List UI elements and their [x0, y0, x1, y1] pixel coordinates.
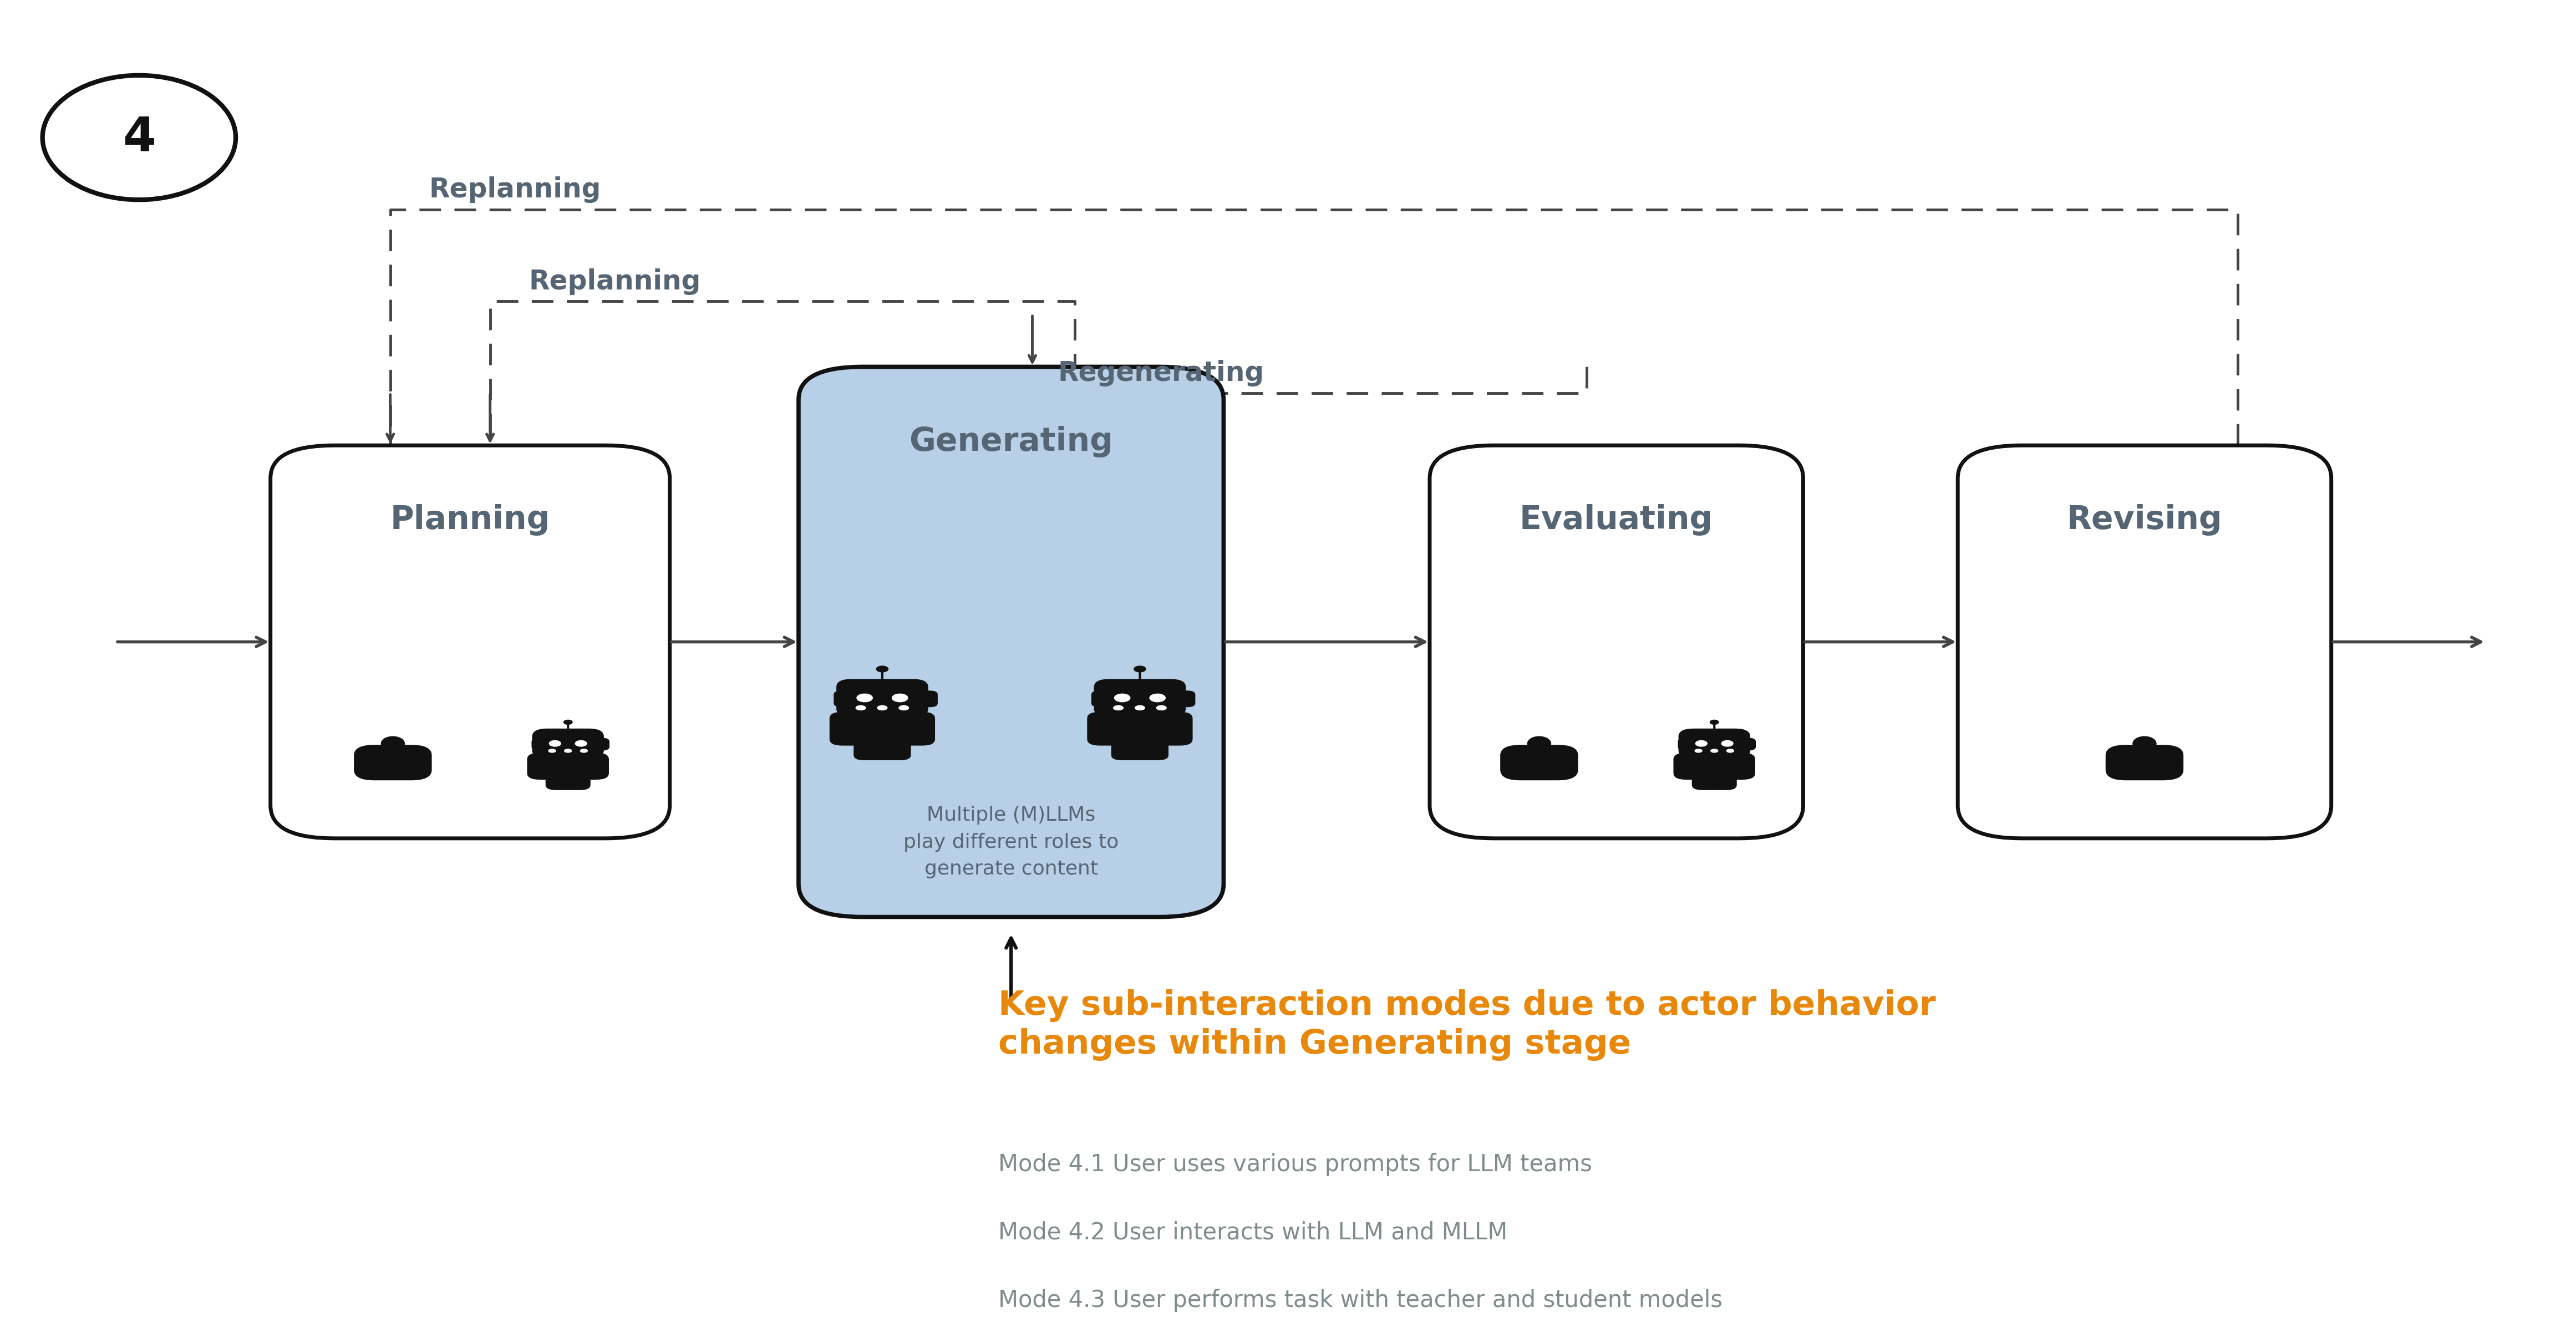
- Ellipse shape: [876, 666, 889, 672]
- Ellipse shape: [381, 736, 404, 751]
- FancyBboxPatch shape: [1958, 445, 2331, 839]
- Text: Planning: Planning: [389, 504, 551, 536]
- Ellipse shape: [564, 720, 572, 724]
- Ellipse shape: [1726, 749, 1734, 752]
- FancyBboxPatch shape: [1677, 738, 1692, 751]
- FancyBboxPatch shape: [1674, 753, 1754, 780]
- Text: Generating: Generating: [909, 425, 1113, 457]
- Text: Regenerating: Regenerating: [1059, 360, 1265, 386]
- Ellipse shape: [1149, 694, 1164, 702]
- Text: Revising: Revising: [2066, 504, 2223, 536]
- Ellipse shape: [1528, 736, 1551, 751]
- FancyBboxPatch shape: [595, 738, 611, 751]
- Ellipse shape: [858, 694, 873, 702]
- Text: Mode 4.1 User uses various prompts for LLM teams: Mode 4.1 User uses various prompts for L…: [999, 1152, 1592, 1176]
- FancyBboxPatch shape: [270, 445, 670, 839]
- FancyBboxPatch shape: [920, 690, 938, 707]
- FancyBboxPatch shape: [528, 753, 608, 780]
- Ellipse shape: [1113, 706, 1123, 710]
- Text: Mode 4.3 User performs task with teacher and student models: Mode 4.3 User performs task with teacher…: [999, 1289, 1723, 1312]
- Ellipse shape: [1133, 666, 1146, 672]
- FancyBboxPatch shape: [853, 740, 891, 760]
- Ellipse shape: [878, 706, 886, 710]
- FancyBboxPatch shape: [353, 745, 433, 781]
- FancyBboxPatch shape: [837, 680, 927, 716]
- FancyBboxPatch shape: [533, 728, 603, 759]
- FancyBboxPatch shape: [1499, 745, 1579, 781]
- Ellipse shape: [1115, 694, 1131, 702]
- Text: Mode 4.2 User interacts with LLM and MLLM: Mode 4.2 User interacts with LLM and MLL…: [999, 1221, 1507, 1245]
- FancyBboxPatch shape: [1087, 712, 1193, 745]
- Text: Replanning: Replanning: [428, 176, 600, 203]
- FancyBboxPatch shape: [1177, 690, 1195, 707]
- Text: 4: 4: [124, 115, 155, 161]
- Ellipse shape: [1157, 706, 1167, 710]
- FancyBboxPatch shape: [829, 712, 935, 745]
- Ellipse shape: [899, 706, 909, 710]
- Ellipse shape: [855, 706, 866, 710]
- FancyBboxPatch shape: [1131, 740, 1170, 760]
- Ellipse shape: [564, 749, 572, 752]
- FancyBboxPatch shape: [873, 740, 912, 760]
- FancyBboxPatch shape: [546, 774, 577, 790]
- Ellipse shape: [549, 740, 562, 747]
- Text: Evaluating: Evaluating: [1520, 504, 1713, 536]
- Ellipse shape: [1695, 749, 1703, 752]
- FancyBboxPatch shape: [559, 774, 590, 790]
- FancyBboxPatch shape: [1692, 774, 1723, 790]
- Ellipse shape: [2133, 736, 2156, 751]
- Ellipse shape: [1710, 720, 1718, 724]
- Ellipse shape: [891, 694, 907, 702]
- FancyBboxPatch shape: [799, 366, 1224, 917]
- Ellipse shape: [1721, 740, 1734, 747]
- Ellipse shape: [549, 749, 556, 752]
- FancyBboxPatch shape: [835, 690, 853, 707]
- FancyBboxPatch shape: [1741, 738, 1757, 751]
- Ellipse shape: [1710, 749, 1718, 752]
- Ellipse shape: [580, 749, 587, 752]
- FancyBboxPatch shape: [531, 738, 546, 751]
- FancyBboxPatch shape: [1095, 680, 1185, 716]
- Ellipse shape: [41, 75, 237, 200]
- FancyBboxPatch shape: [2105, 745, 2184, 781]
- Text: Replanning: Replanning: [528, 269, 701, 295]
- FancyBboxPatch shape: [1705, 774, 1736, 790]
- Ellipse shape: [574, 740, 587, 747]
- FancyBboxPatch shape: [1680, 728, 1749, 759]
- Text: Multiple (M)LLMs
play different roles to
generate content: Multiple (M)LLMs play different roles to…: [904, 806, 1118, 878]
- FancyBboxPatch shape: [1110, 740, 1149, 760]
- FancyBboxPatch shape: [1430, 445, 1803, 839]
- Ellipse shape: [1695, 740, 1708, 747]
- Ellipse shape: [1136, 706, 1144, 710]
- Text: Key sub-interaction modes due to actor behavior
changes within Generating stage: Key sub-interaction modes due to actor b…: [999, 989, 1935, 1060]
- FancyBboxPatch shape: [1092, 690, 1110, 707]
